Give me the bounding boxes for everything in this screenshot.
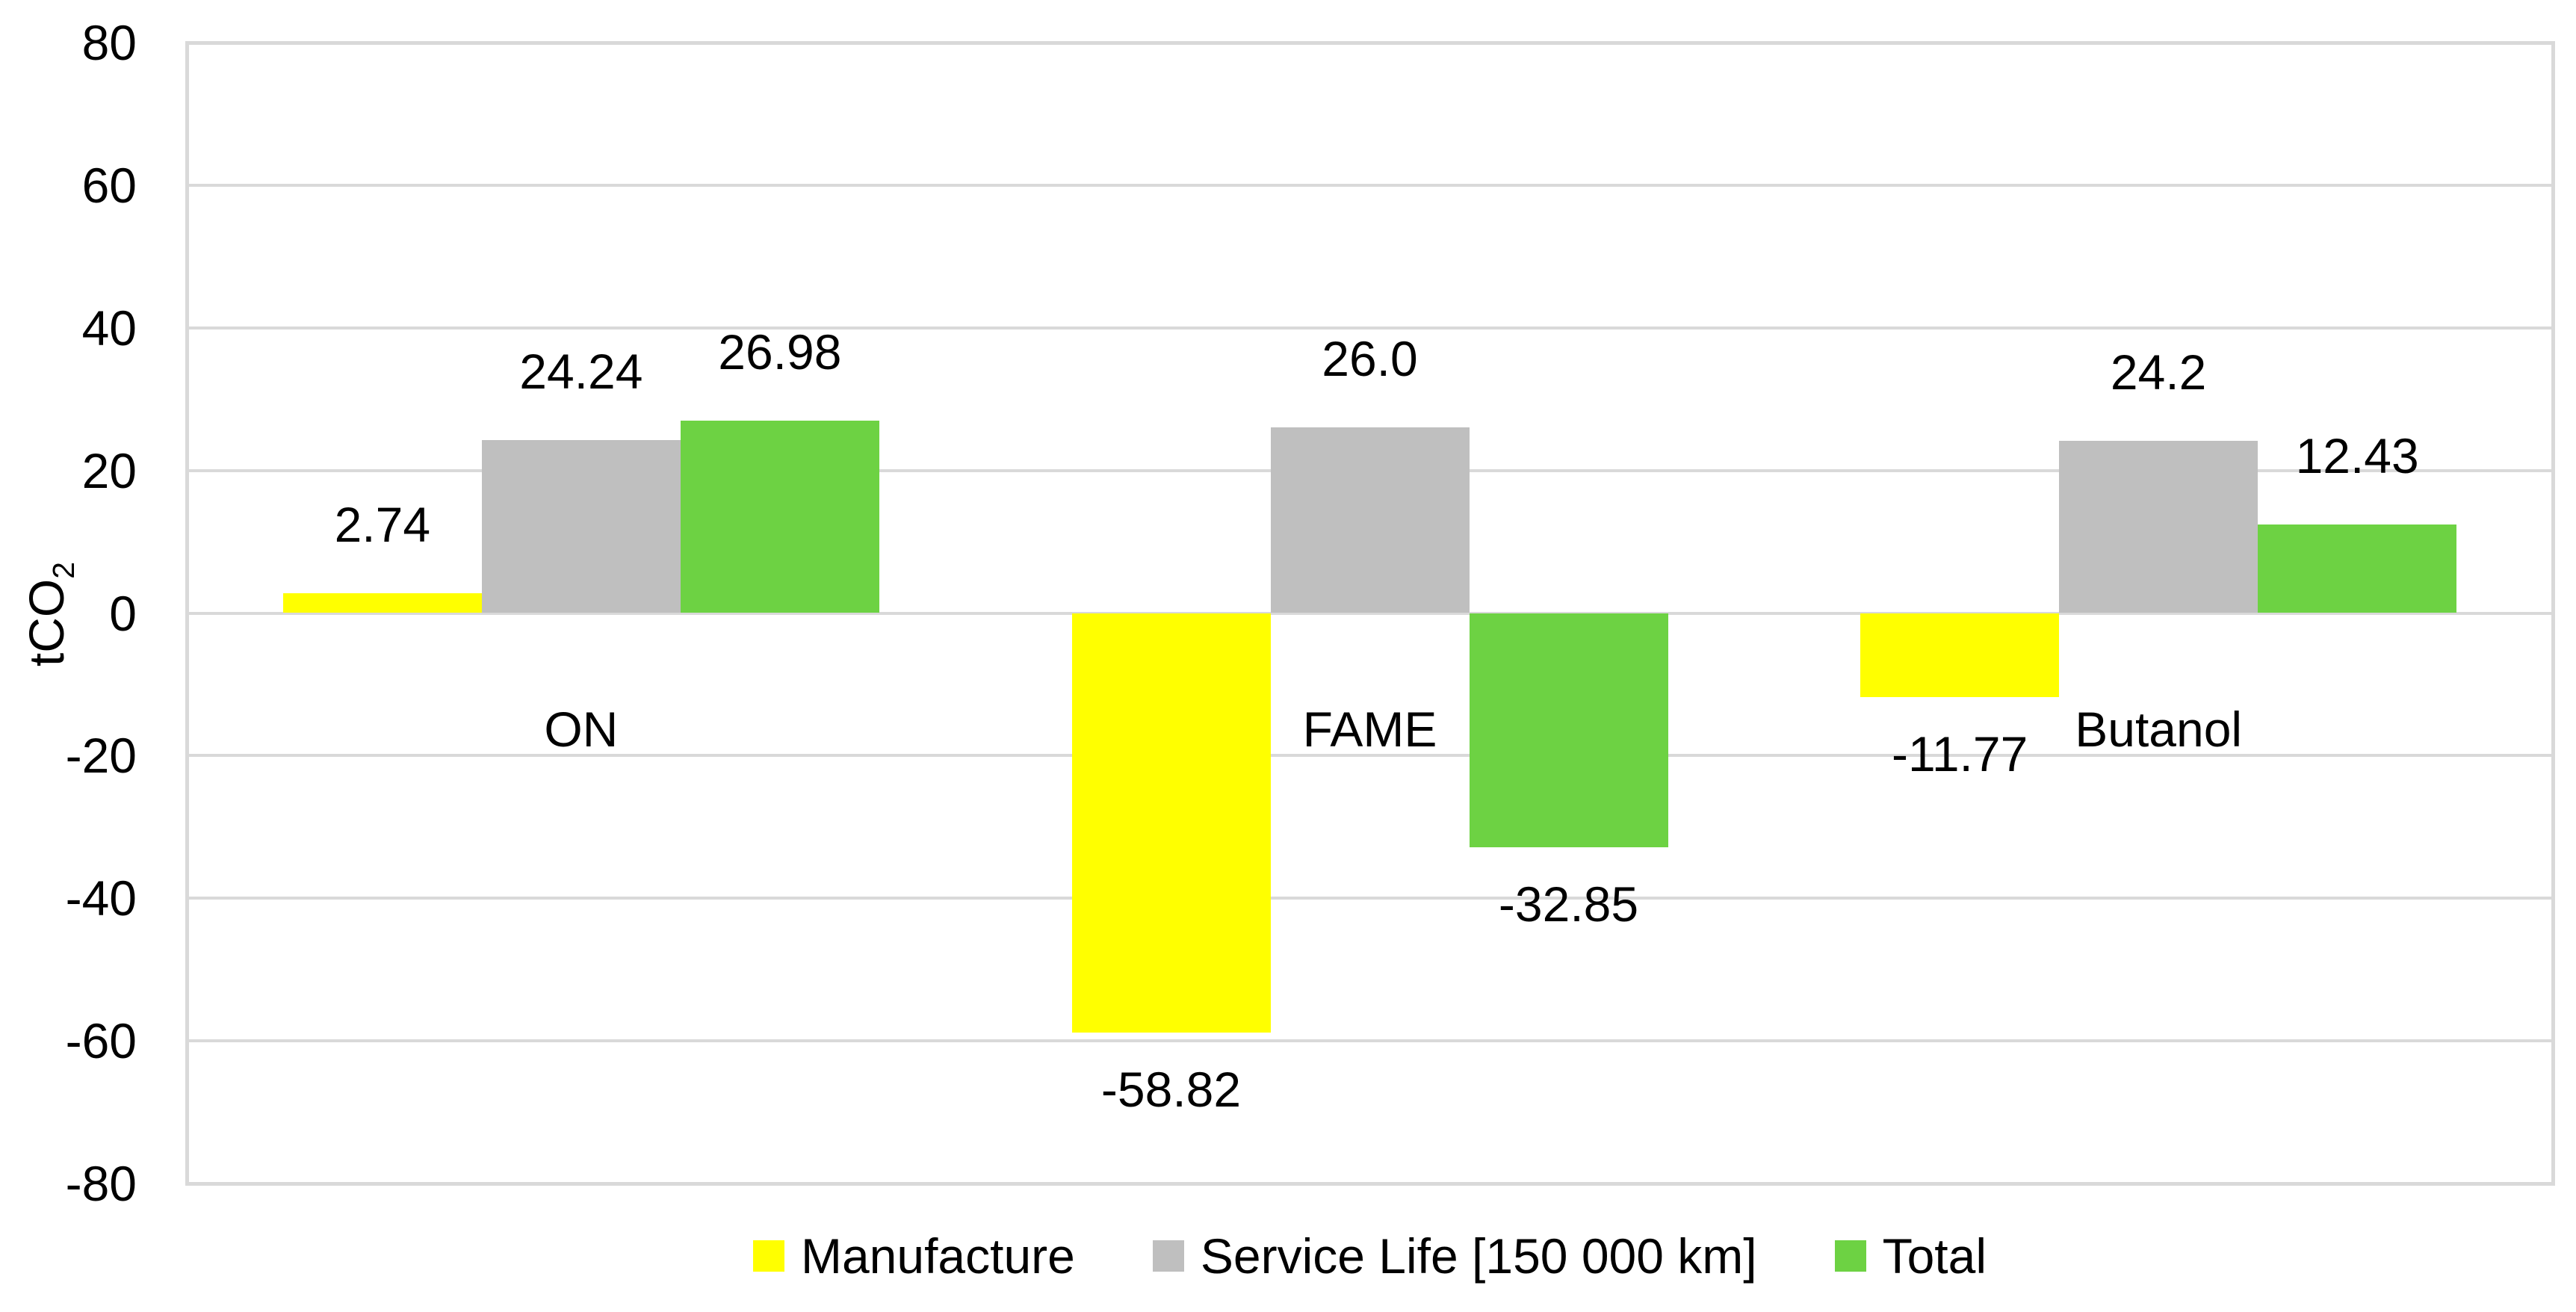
data-label-fame-2: -32.85: [1498, 876, 1639, 932]
data-label-fame-1: 26.0: [1322, 331, 1418, 387]
legend-label-0: Manufacture: [800, 1228, 1075, 1284]
legend-label-1: Service Life [150 000 km]: [1200, 1228, 1757, 1284]
category-label-butanol: Butanol: [2075, 702, 2243, 757]
bar-butanol-2: [2258, 524, 2457, 613]
bar-butanol-0: [1860, 613, 2060, 697]
bar-fame-2: [1469, 613, 1668, 847]
bar-butanol-1: [2059, 440, 2258, 613]
legend-label-2: Total: [1882, 1228, 1987, 1284]
data-label-butanol-0: -11.77: [1892, 725, 2028, 782]
gridline--40: [187, 897, 2553, 900]
gridline-60: [187, 183, 2553, 187]
y-tick-label--80: -80: [65, 1156, 137, 1211]
legend-swatch-2: [1834, 1240, 1866, 1272]
y-tick-label--40: -40: [65, 870, 137, 926]
y-tick-label-20: 20: [81, 442, 137, 498]
legend-item-2: Total: [1834, 1226, 1987, 1286]
y-tick-label-60: 60: [81, 157, 137, 213]
category-label-fame: FAME: [1302, 702, 1437, 757]
legend-swatch-1: [1152, 1240, 1184, 1272]
bar-on-0: [282, 593, 482, 613]
data-label-on-2: 26.98: [718, 324, 842, 380]
legend-item-1: Service Life [150 000 km]: [1152, 1226, 1757, 1286]
data-label-on-0: 2.74: [334, 497, 431, 553]
gridline-0: [187, 611, 2553, 615]
chart-legend: Manufacture Service Life [150 000 km] Tota…: [187, 1224, 2553, 1288]
data-label-on-1: 24.24: [519, 344, 643, 400]
y-tick-label--20: -20: [65, 728, 137, 784]
plot-area-border: [185, 41, 2555, 1186]
data-label-butanol-2: 12.43: [2295, 427, 2419, 483]
y-tick-label--60: -60: [65, 1013, 137, 1069]
gridline-40: [187, 326, 2553, 329]
gridline--60: [187, 1039, 2553, 1043]
y-tick-label-0: 0: [109, 585, 137, 641]
gridline--20: [187, 754, 2553, 758]
bar-on-1: [481, 440, 681, 613]
data-label-butanol-1: 24.2: [2110, 344, 2207, 400]
legend-swatch-0: [752, 1240, 784, 1272]
bar-fame-0: [1071, 613, 1271, 1033]
bar-on-2: [680, 421, 879, 613]
y-tick-label-80: 80: [81, 15, 137, 70]
y-tick-label-40: 40: [81, 300, 137, 356]
bar-fame-1: [1270, 427, 1470, 613]
y-axis-title-subscript: 2: [46, 561, 81, 579]
category-label-on: ON: [544, 702, 619, 757]
data-label-fame-0: -58.82: [1100, 1061, 1242, 1117]
legend-item-0: Manufacture: [752, 1226, 1075, 1286]
